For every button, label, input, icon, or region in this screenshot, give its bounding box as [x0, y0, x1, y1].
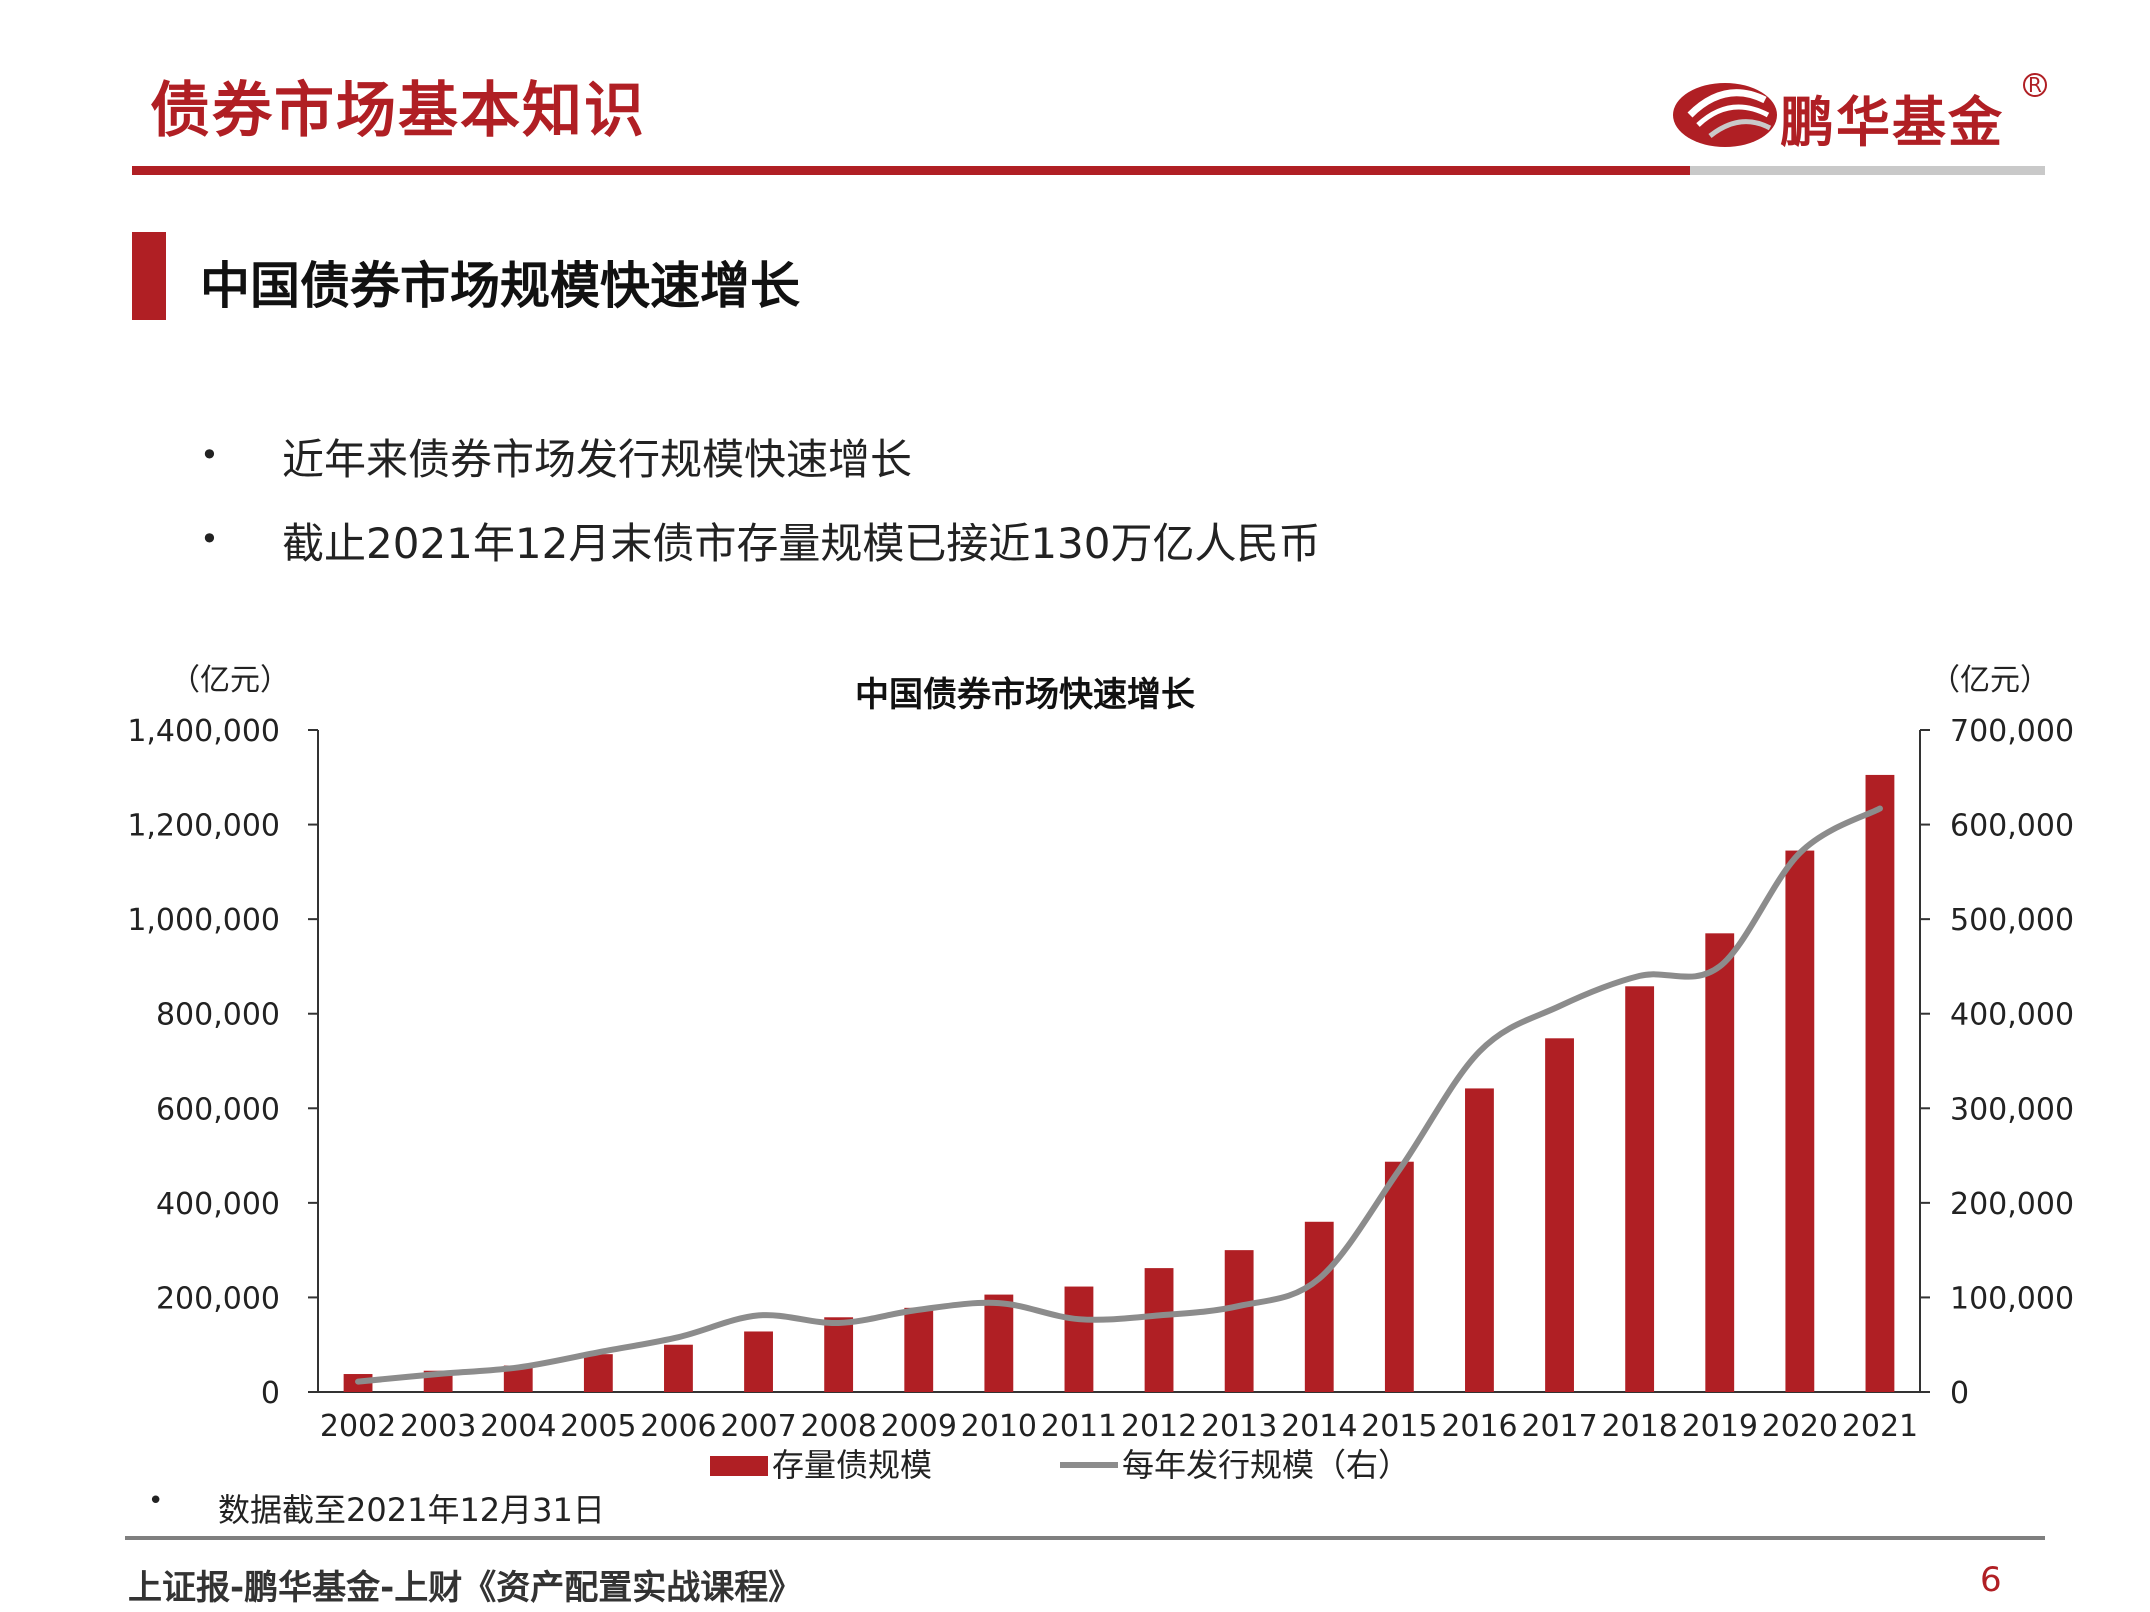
bar-stock-2011: [1064, 1286, 1094, 1392]
bar-stock-2005: [583, 1354, 613, 1392]
right-tick-label: 600,000: [1950, 809, 2074, 844]
left-axis-unit: （亿元）: [170, 663, 290, 698]
header-rule-gray: [1690, 166, 2045, 175]
bar-stock-2018: [1625, 986, 1655, 1392]
bullet-text: 截止2021年12月末债市存量规模已接近130万亿人民币: [282, 519, 1321, 568]
legend-swatch-bar: [710, 1456, 768, 1476]
x-tick-label: 2020: [1762, 1409, 1838, 1444]
x-tick-label: 2018: [1601, 1409, 1677, 1444]
x-tick-label: 2008: [800, 1409, 876, 1444]
bullet-dot: •: [200, 520, 219, 558]
data-note: 数据截至2021年12月31日: [218, 1491, 605, 1529]
left-tick-label: 1,200,000: [127, 809, 280, 844]
left-tick-label: 1,000,000: [127, 903, 280, 938]
bar-stock-2012: [1144, 1268, 1174, 1392]
bar-stock-2010: [984, 1294, 1014, 1392]
header-rule-red: [132, 166, 1690, 175]
note-bullet-dot: •: [148, 1486, 164, 1516]
x-tick-label: 2021: [1842, 1409, 1918, 1444]
x-tick-label: 2017: [1521, 1409, 1597, 1444]
footer-text: 上证报-鹏华基金-上财《资产配置实战课程》: [128, 1568, 803, 1608]
right-tick-label: 300,000: [1950, 1092, 2074, 1127]
bar-stock-2020: [1785, 850, 1815, 1392]
bar-stock-2021: [1865, 774, 1895, 1392]
bar-stock-2006: [664, 1344, 693, 1392]
right-axis-unit: （亿元）: [1930, 663, 2050, 698]
x-tick-label: 2010: [961, 1409, 1037, 1444]
bar-stock-2019: [1705, 933, 1735, 1392]
brand-logo-icon: [1673, 83, 1777, 147]
x-tick-label: 2013: [1201, 1409, 1277, 1444]
bar-stock-2007: [744, 1331, 773, 1392]
bullet-dot: •: [200, 436, 219, 474]
bullet-text: 近年来债券市场发行规模快速增长: [282, 435, 913, 484]
x-tick-label: 2016: [1441, 1409, 1517, 1444]
chart-title: 中国债券市场快速增长: [855, 675, 1195, 715]
bar-stock-2016: [1465, 1088, 1494, 1392]
page-number: 6: [1980, 1560, 2002, 1600]
section-title: 中国债券市场规模快速增长: [200, 257, 800, 315]
bar-stock-2017: [1545, 1038, 1574, 1392]
x-tick-label: 2009: [881, 1409, 957, 1444]
right-tick-label: 200,000: [1950, 1187, 2074, 1222]
line-issuance: [355, 805, 1883, 1385]
bar-stock-2014: [1304, 1221, 1334, 1392]
left-tick-label: 1,400,000: [127, 714, 280, 749]
right-tick-label: 100,000: [1950, 1281, 2074, 1316]
x-tick-label: 2004: [480, 1409, 556, 1444]
x-tick-label: 2006: [640, 1409, 716, 1444]
page-title: 债券市场基本知识: [150, 76, 646, 146]
left-tick-label: 0: [261, 1376, 280, 1411]
x-tick-label: 2005: [560, 1409, 636, 1444]
bar-stock-2009: [904, 1307, 934, 1392]
legend-label-bar: 存量债规模: [772, 1446, 932, 1484]
bar-stock-2015: [1384, 1161, 1414, 1392]
legend-label-line: 每年发行规模（右）: [1122, 1446, 1410, 1484]
right-tick-label: 700,000: [1950, 714, 2074, 749]
x-tick-label: 2007: [720, 1409, 796, 1444]
right-tick-label: 500,000: [1950, 903, 2074, 938]
left-tick-label: 600,000: [156, 1092, 280, 1127]
x-tick-label: 2011: [1041, 1409, 1117, 1444]
right-tick-label: 400,000: [1950, 998, 2074, 1033]
x-tick-label: 2002: [320, 1409, 396, 1444]
x-tick-label: 2015: [1361, 1409, 1437, 1444]
x-tick-label: 2012: [1121, 1409, 1197, 1444]
right-tick-label: 0: [1950, 1376, 1969, 1411]
bond-market-chart: 中国债券市场快速增长 （亿元） （亿元） 0 0 200,000 100,000 400…: [127, 663, 2074, 1484]
section-marker: [132, 232, 166, 320]
registered-mark: R: [2023, 73, 2047, 97]
bar-stock-2008: [824, 1317, 854, 1392]
x-tick-label: 2019: [1682, 1409, 1758, 1444]
left-tick-label: 400,000: [156, 1187, 280, 1222]
x-tick-label: 2003: [400, 1409, 476, 1444]
brand-logo-text: 鹏华基金: [1780, 91, 2004, 154]
x-tick-label: 2014: [1281, 1409, 1357, 1444]
left-tick-label: 200,000: [156, 1281, 280, 1316]
left-tick-label: 800,000: [156, 998, 280, 1033]
bar-stock-2013: [1224, 1250, 1254, 1392]
footer-rule: [125, 1536, 2045, 1540]
